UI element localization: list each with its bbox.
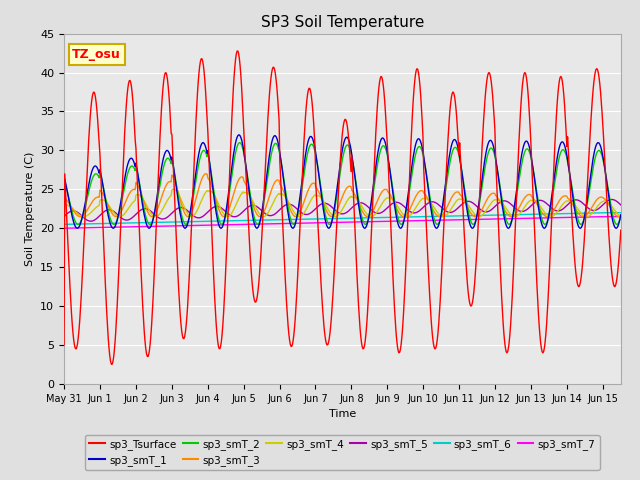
Text: TZ_osu: TZ_osu bbox=[72, 48, 121, 61]
X-axis label: Time: Time bbox=[329, 409, 356, 419]
Y-axis label: Soil Temperature (C): Soil Temperature (C) bbox=[24, 152, 35, 266]
Title: SP3 Soil Temperature: SP3 Soil Temperature bbox=[260, 15, 424, 30]
Legend: sp3_Tsurface, sp3_smT_1, sp3_smT_2, sp3_smT_3, sp3_smT_4, sp3_smT_5, sp3_smT_6, : sp3_Tsurface, sp3_smT_1, sp3_smT_2, sp3_… bbox=[85, 435, 600, 470]
